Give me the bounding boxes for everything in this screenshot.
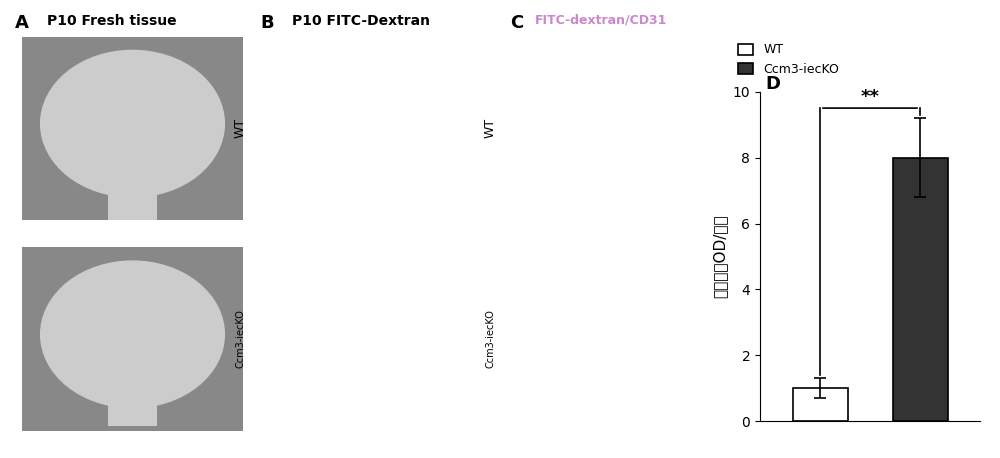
FancyBboxPatch shape	[108, 165, 157, 220]
Text: Ccm3-iecKO: Ccm3-iecKO	[235, 310, 245, 368]
Text: WT: WT	[484, 118, 497, 138]
Text: P10 Fresh tissue: P10 Fresh tissue	[47, 14, 176, 28]
Text: Ccm3-iecKO: Ccm3-iecKO	[485, 310, 495, 368]
FancyBboxPatch shape	[22, 37, 243, 220]
FancyBboxPatch shape	[22, 247, 243, 431]
Ellipse shape	[41, 261, 224, 408]
Text: A: A	[15, 14, 29, 32]
Y-axis label: 伊文思蓝OD/千重: 伊文思蓝OD/千重	[712, 215, 727, 298]
Text: D: D	[765, 75, 780, 93]
Bar	[792, 388, 848, 421]
Text: FITC-dextran/CD31: FITC-dextran/CD31	[534, 14, 667, 27]
Bar	[893, 158, 948, 421]
FancyBboxPatch shape	[108, 371, 157, 426]
Text: **: **	[860, 88, 880, 106]
Text: C: C	[510, 14, 523, 32]
Text: WT: WT	[234, 118, 247, 138]
Text: B: B	[260, 14, 274, 32]
Legend: WT, Ccm3-iecKO: WT, Ccm3-iecKO	[733, 38, 844, 81]
Text: P10 FITC-Dextran: P10 FITC-Dextran	[292, 14, 430, 28]
Text: WT: WT	[0, 118, 2, 138]
Ellipse shape	[41, 50, 224, 197]
